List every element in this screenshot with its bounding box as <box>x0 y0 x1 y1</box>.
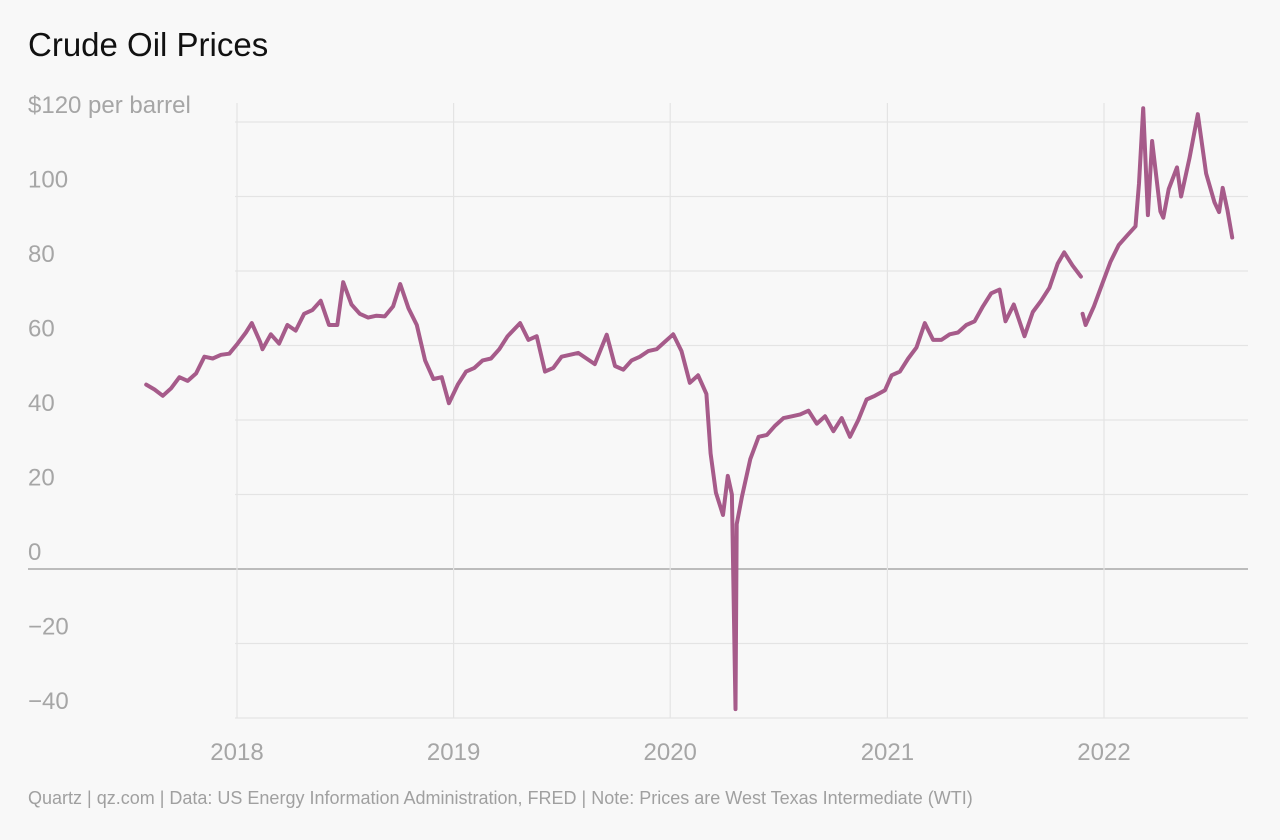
chart-title: Crude Oil Prices <box>28 26 269 63</box>
y-tick-label: 20 <box>28 465 55 492</box>
source-note: Quartz | qz.com | Data: US Energy Inform… <box>28 788 973 808</box>
gridlines <box>28 103 1248 719</box>
axis-ticks: $120 per barrel 100 80 60 40 20 0 −20 −40 2018 201… <box>28 92 1131 766</box>
y-tick-label: 100 <box>28 167 68 194</box>
x-tick-label: 2022 <box>1077 739 1130 766</box>
series-line <box>144 250 1083 712</box>
x-tick-label: 2019 <box>427 739 480 766</box>
x-tick-label: 2018 <box>210 739 263 766</box>
x-tick-label: 2021 <box>861 739 914 766</box>
x-tick-label: 2020 <box>644 739 697 766</box>
y-tick-label: 0 <box>28 539 41 566</box>
y-tick-label: 40 <box>28 390 55 417</box>
y-tick-label: −20 <box>28 614 69 641</box>
y-tick-label: −40 <box>28 688 69 715</box>
series-line <box>1080 106 1235 327</box>
line-chart: $120 per barrel 100 80 60 40 20 0 −20 −40 2018 201… <box>28 92 1248 766</box>
y-tick-label: 60 <box>28 316 55 343</box>
y-tick-label: $120 per barrel <box>28 92 191 119</box>
series-lines <box>144 106 1235 712</box>
y-tick-label: 80 <box>28 241 55 268</box>
